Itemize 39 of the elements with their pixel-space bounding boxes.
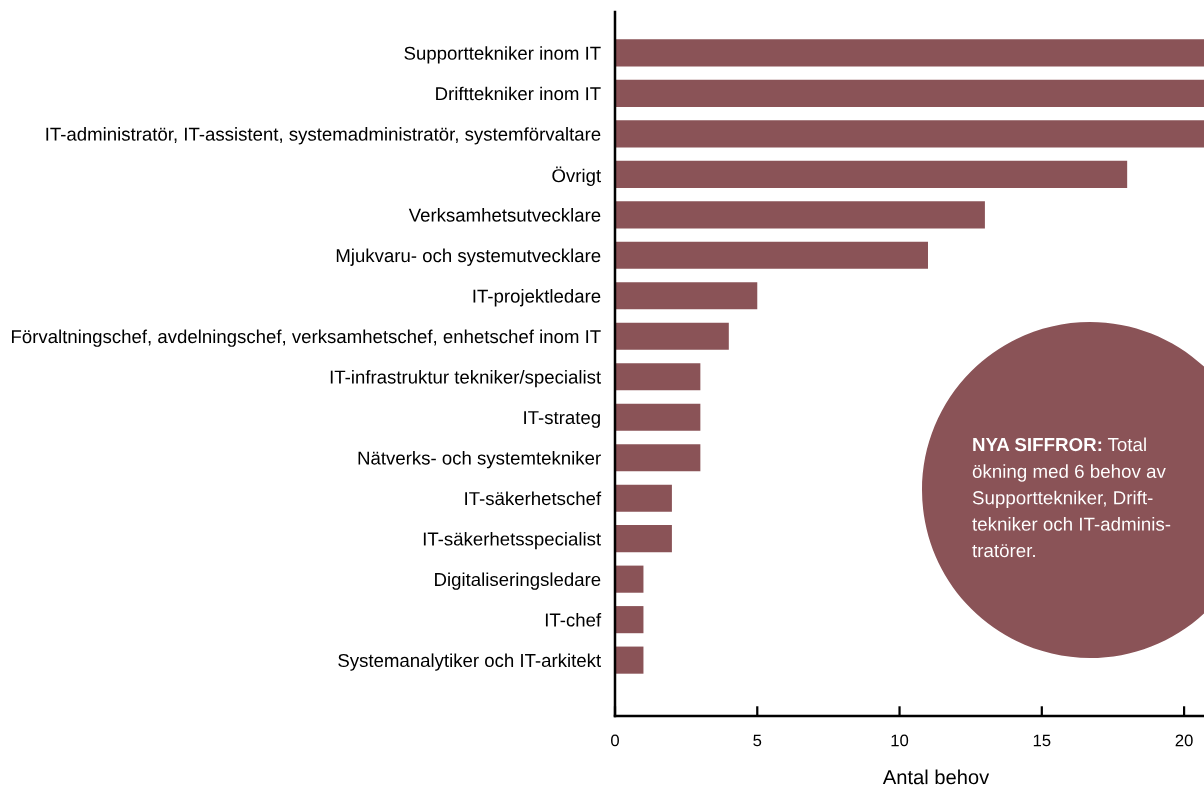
bar [615, 363, 701, 391]
y-tick-label: Nätverks- och systemtekniker [358, 450, 601, 469]
y-tick-label: IT-projektledare [473, 289, 601, 307]
bar [615, 201, 985, 229]
bar [615, 322, 729, 350]
x-tick-label: 15 [1033, 734, 1051, 747]
y-tick-label: IT-strateg [524, 411, 600, 428]
bar [615, 120, 1204, 148]
y-tick-label: IT-säkerhetsspecialist [423, 531, 601, 550]
x-tick-label: 20 [1175, 734, 1193, 747]
x-tick-label: 0 [611, 734, 619, 747]
y-tick-label: Verksamhetsutvecklare [408, 208, 601, 222]
bar [615, 444, 701, 472]
bar [615, 525, 672, 553]
y-tick-label: Mjukvaru- och systemutvecklare [336, 248, 601, 266]
bar [615, 646, 644, 674]
bar [615, 606, 644, 634]
annotation: NYA SIFFROR: Total ökning med 6 behov av Supporttekniker, Drift- tekniker och IT-adminis- tratörer. [972, 437, 1171, 558]
y-tick-label: Digitaliseringsledare [435, 572, 601, 590]
x-tick-label: 5 [753, 734, 762, 747]
y-tick-label: Supporttekniker inom IT [404, 46, 601, 64]
bar [615, 79, 1204, 107]
bar [615, 403, 701, 431]
bar [615, 565, 644, 593]
bar [615, 282, 758, 310]
y-tick-label: IT-säkerhetschef [465, 491, 602, 506]
y-tick-label: Systemanalytiker och IT-arkitekt [338, 653, 601, 671]
bar [615, 160, 1128, 188]
y-tick-label: Drifttekniker inom IT [436, 86, 601, 101]
y-tick-label: IT-infrastruktur tekniker/specialist [330, 370, 601, 388]
bar [615, 39, 1204, 67]
x-axis-title: Antal behov [882, 769, 990, 785]
y-tick-label: Förvaltningschef, avdelningschef, verksamhetschef, enhetschef inom IT [11, 329, 601, 347]
y-tick-label: IT-administratör, IT-assistent, systemadministratör, systemförvaltare [46, 127, 601, 145]
y-tick-label: Övrigt [552, 166, 601, 186]
x-tick-label: 10 [891, 734, 909, 747]
bar [615, 241, 928, 269]
bar [615, 484, 672, 512]
y-tick-label: IT-chef [545, 612, 602, 627]
